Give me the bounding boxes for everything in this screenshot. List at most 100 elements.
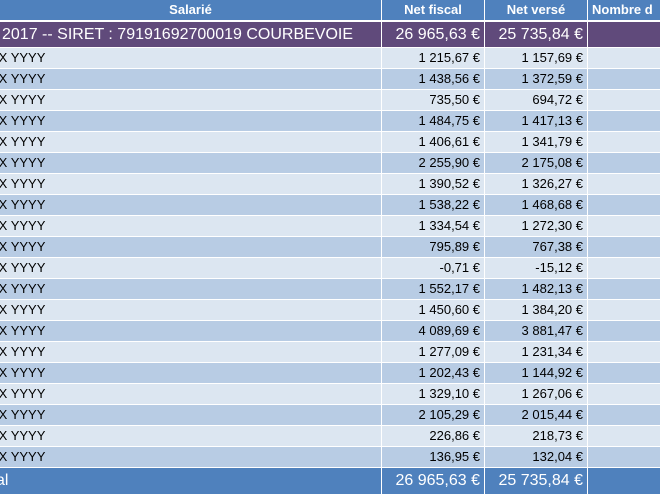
net-verse-cell[interactable]: 1 144,92 €	[485, 363, 588, 384]
employee-name-cell[interactable]: XX YYYY	[0, 90, 382, 111]
net-fiscal-cell[interactable]: 735,50 €	[382, 90, 485, 111]
net-verse-cell[interactable]: 218,73 €	[485, 426, 588, 447]
net-fiscal-cell[interactable]: 1 215,67 €	[382, 48, 485, 69]
employee-name-cell[interactable]: XX YYYY	[0, 69, 382, 90]
nombre-cell[interactable]	[588, 132, 660, 153]
net-verse-cell[interactable]: 2 175,08 €	[485, 153, 588, 174]
employee-name-cell[interactable]: XX YYYY	[0, 300, 382, 321]
total-net-fiscal[interactable]: 26 965,63 €	[382, 468, 485, 494]
net-fiscal-cell[interactable]: -0,71 €	[382, 258, 485, 279]
nombre-cell[interactable]	[588, 174, 660, 195]
net-verse-cell[interactable]: 1 468,68 €	[485, 195, 588, 216]
employee-name-cell[interactable]: XX YYYY	[0, 237, 382, 258]
net-fiscal-cell[interactable]: 1 552,17 €	[382, 279, 485, 300]
group-nombre[interactable]	[588, 22, 660, 48]
nombre-cell[interactable]	[588, 300, 660, 321]
employee-name-cell[interactable]: XX YYYY	[0, 153, 382, 174]
header-net-fiscal[interactable]: Net fiscal	[382, 0, 485, 21]
nombre-cell[interactable]	[588, 363, 660, 384]
nombre-cell[interactable]	[588, 342, 660, 363]
employee-name-cell[interactable]: XX YYYY	[0, 111, 382, 132]
employee-name-cell[interactable]: XX YYYY	[0, 132, 382, 153]
employee-name-cell[interactable]: XX YYYY	[0, 258, 382, 279]
net-fiscal-cell[interactable]: 1 390,52 €	[382, 174, 485, 195]
header-nombre[interactable]: Nombre d	[588, 0, 660, 21]
net-verse-cell[interactable]: 1 267,06 €	[485, 384, 588, 405]
nombre-cell[interactable]	[588, 405, 660, 426]
net-fiscal-cell[interactable]: 226,86 €	[382, 426, 485, 447]
nombre-cell[interactable]	[588, 426, 660, 447]
net-verse-cell[interactable]: 1 372,59 €	[485, 69, 588, 90]
net-fiscal-cell[interactable]: 1 484,75 €	[382, 111, 485, 132]
net-fiscal-cell[interactable]: 2 255,90 €	[382, 153, 485, 174]
net-fiscal-cell[interactable]: 4 089,69 €	[382, 321, 485, 342]
net-verse-cell[interactable]: 1 482,13 €	[485, 279, 588, 300]
group-net-verse[interactable]: 25 735,84 €	[485, 22, 588, 48]
net-fiscal-cell[interactable]: 1 202,43 €	[382, 363, 485, 384]
nombre-cell[interactable]	[588, 153, 660, 174]
employee-name-cell[interactable]: XX YYYY	[0, 447, 382, 468]
net-verse-cell[interactable]: 1 272,30 €	[485, 216, 588, 237]
nombre-cell[interactable]	[588, 258, 660, 279]
employee-name-cell[interactable]: XX YYYY	[0, 384, 382, 405]
group-net-fiscal[interactable]: 26 965,63 €	[382, 22, 485, 48]
net-verse-cell[interactable]: 2 015,44 €	[485, 405, 588, 426]
employee-name-cell[interactable]: XX YYYY	[0, 174, 382, 195]
nombre-cell[interactable]	[588, 48, 660, 69]
net-fiscal-cell[interactable]: 1 538,22 €	[382, 195, 485, 216]
net-fiscal-cell[interactable]: 2 105,29 €	[382, 405, 485, 426]
net-fiscal-cell[interactable]: 1 334,54 €	[382, 216, 485, 237]
nombre-cell[interactable]	[588, 447, 660, 468]
net-fiscal-cell[interactable]: 1 438,56 €	[382, 69, 485, 90]
net-verse-cell[interactable]: 1 326,27 €	[485, 174, 588, 195]
nombre-cell[interactable]	[588, 90, 660, 111]
net-fiscal-cell[interactable]: 1 329,10 €	[382, 384, 485, 405]
nombre-cell[interactable]	[588, 321, 660, 342]
total-label[interactable]: al	[0, 468, 382, 494]
net-fiscal-cell[interactable]: 1 277,09 €	[382, 342, 485, 363]
total-net-verse[interactable]: 25 735,84 €	[485, 468, 588, 494]
employee-name-cell[interactable]: XX YYYY	[0, 426, 382, 447]
employee-name-cell[interactable]: XX YYYY	[0, 321, 382, 342]
nombre-cell[interactable]	[588, 279, 660, 300]
employee-name-cell[interactable]: XX YYYY	[0, 48, 382, 69]
net-fiscal-cell[interactable]: 795,89 €	[382, 237, 485, 258]
employee-name-cell[interactable]: XX YYYY	[0, 195, 382, 216]
nombre-cell[interactable]	[588, 237, 660, 258]
nombre-cell[interactable]	[588, 384, 660, 405]
nombre-cell[interactable]	[588, 69, 660, 90]
net-verse-cell[interactable]: 1 341,79 €	[485, 132, 588, 153]
net-verse-cell[interactable]: 1 417,13 €	[485, 111, 588, 132]
employee-name-cell[interactable]: XX YYYY	[0, 342, 382, 363]
net-fiscal-cell[interactable]: 1 406,61 €	[382, 132, 485, 153]
net-verse-cell[interactable]: -15,12 €	[485, 258, 588, 279]
employee-name-cell[interactable]: XX YYYY	[0, 216, 382, 237]
nombre-cell[interactable]	[588, 111, 660, 132]
employee-name-cell[interactable]: XX YYYY	[0, 405, 382, 426]
net-verse-cell[interactable]: 767,38 €	[485, 237, 588, 258]
header-employee[interactable]: Salarié	[0, 0, 382, 21]
net-verse-cell[interactable]: 3 881,47 €	[485, 321, 588, 342]
header-net-verse[interactable]: Net versé	[485, 0, 588, 21]
net-fiscal-cell[interactable]: 136,95 €	[382, 447, 485, 468]
employee-name-cell[interactable]: XX YYYY	[0, 363, 382, 384]
employee-name-cell[interactable]: XX YYYY	[0, 279, 382, 300]
net-verse-cell[interactable]: 132,04 €	[485, 447, 588, 468]
